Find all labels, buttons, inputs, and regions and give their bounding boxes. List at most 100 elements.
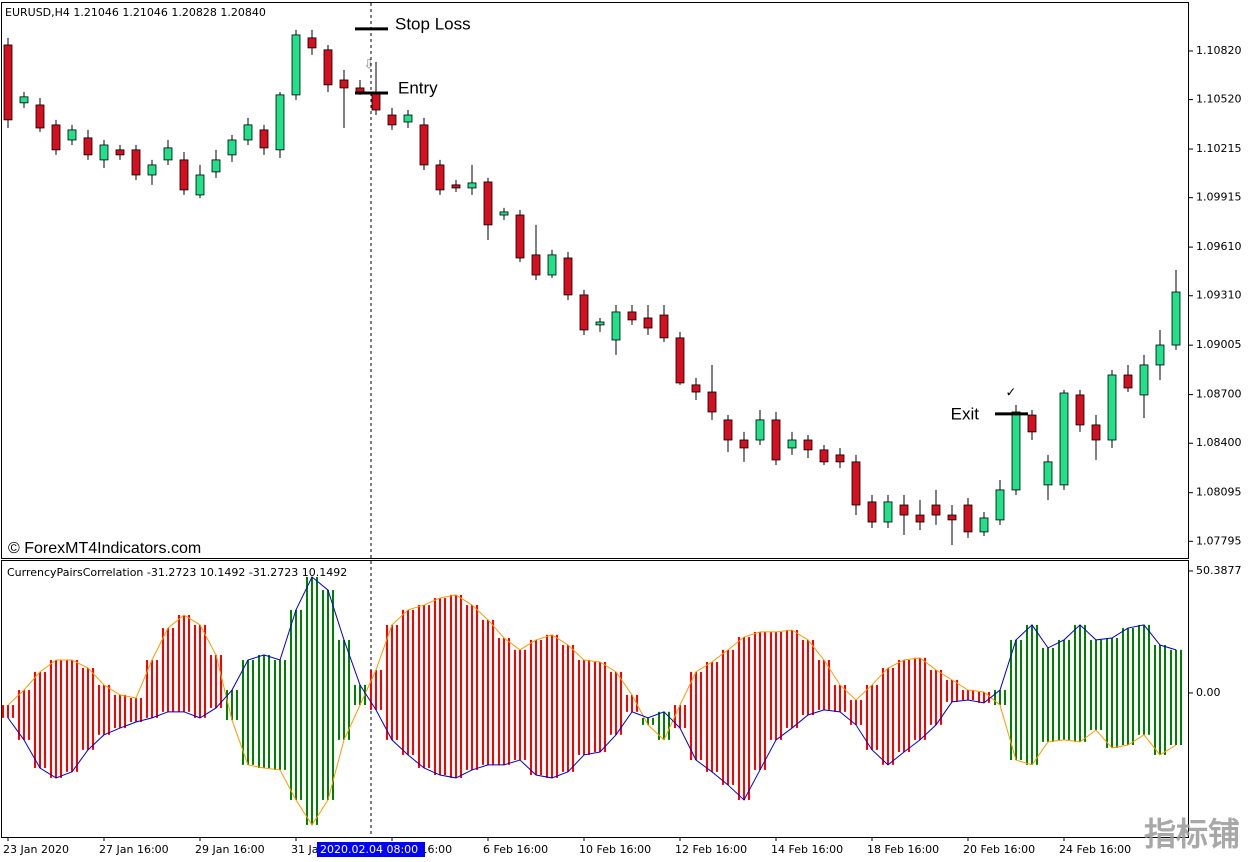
histogram-bar <box>540 639 542 776</box>
histogram-bar <box>690 671 692 761</box>
candle-body <box>419 124 429 166</box>
histogram-bar <box>1116 637 1118 748</box>
candle-body <box>131 149 141 176</box>
histogram-bar <box>882 668 884 765</box>
histogram-bar <box>476 605 478 770</box>
candle-body <box>19 96 29 104</box>
candle-body <box>371 91 381 111</box>
histogram-bar <box>887 668 889 765</box>
histogram-bar <box>455 594 457 778</box>
candle-body <box>547 254 557 276</box>
histogram-bar <box>66 660 68 772</box>
histogram-bar <box>146 660 148 718</box>
histogram-bar <box>780 631 782 740</box>
histogram-bar <box>300 609 302 800</box>
histogram-bar <box>876 684 878 750</box>
candle-body <box>1043 461 1053 486</box>
histogram-bar <box>626 694 628 712</box>
candle-body <box>387 114 397 126</box>
candle-body <box>243 124 253 141</box>
histogram-bar <box>370 669 372 710</box>
histogram-bar <box>514 649 516 761</box>
histogram-bar <box>524 649 526 761</box>
histogram-bar <box>956 679 958 702</box>
x-tick-label: 12 Feb 16:00 <box>675 843 747 856</box>
histogram-bar <box>738 637 740 800</box>
histogram-bar <box>114 694 116 729</box>
histogram-bar <box>930 669 932 725</box>
candle-body <box>867 501 877 523</box>
candle-body <box>115 149 125 156</box>
histogram-bar <box>818 660 820 710</box>
histogram-bar <box>354 684 356 706</box>
histogram-bar <box>348 639 350 740</box>
histogram-bar <box>684 705 686 729</box>
histogram-bar <box>711 661 713 772</box>
histogram-bar <box>402 609 404 755</box>
candle-body <box>883 501 893 523</box>
histogram-bar <box>199 624 201 718</box>
histogram-bar <box>151 660 153 718</box>
candle-body <box>179 159 189 191</box>
histogram-bar <box>1138 624 1140 735</box>
histogram-bar <box>156 660 158 718</box>
histogram-bar <box>834 684 836 712</box>
histogram-bar <box>471 605 473 770</box>
histogram-bar <box>119 694 121 729</box>
candle-body <box>3 44 13 121</box>
histogram-bar <box>610 671 612 735</box>
histogram-bar <box>615 671 617 735</box>
y-tick-label: 1.10820 <box>1196 44 1242 57</box>
histogram-bar <box>60 660 62 778</box>
histogram-bar <box>39 671 41 768</box>
histogram-bar <box>482 619 484 765</box>
x-tick-label: 18 Feb 16:00 <box>867 843 939 856</box>
histogram-bar <box>732 649 734 785</box>
candle-body <box>99 144 109 161</box>
histogram-bar <box>551 634 553 778</box>
histogram-bar <box>764 631 766 770</box>
histogram-bar <box>1154 645 1156 755</box>
histogram-bar <box>188 614 190 712</box>
histogram-bar <box>23 690 25 740</box>
candle-body <box>707 391 717 413</box>
histogram-bar <box>503 637 505 765</box>
watermark: © ForexMT4Indicators.com <box>8 540 201 557</box>
histogram-bar <box>247 660 249 765</box>
exit-check: ✓ <box>1006 386 1017 401</box>
histogram-bar <box>828 660 830 710</box>
x-tick-label: 24 Feb 16:00 <box>1059 843 1131 856</box>
histogram-bar <box>204 624 206 718</box>
histogram-bar <box>7 705 9 718</box>
histogram-bar <box>434 598 436 776</box>
histogram-bar <box>578 660 580 755</box>
histogram-bar <box>460 594 462 778</box>
candle-body <box>611 311 621 341</box>
candle-body <box>35 104 45 129</box>
y-tick-label: 1.08400 <box>1196 436 1242 449</box>
candle-body <box>659 314 669 339</box>
candle-body <box>483 181 493 226</box>
histogram-bar <box>668 711 670 740</box>
histogram-bar <box>1036 624 1038 765</box>
histogram-bar <box>839 684 841 712</box>
histogram-bar <box>588 660 590 755</box>
level-label: Exit <box>951 404 980 423</box>
histogram-bar <box>535 639 537 776</box>
histogram-bar <box>295 609 297 800</box>
y-tick-label: 1.09915 <box>1196 191 1242 204</box>
histogram-bar <box>290 609 292 800</box>
histogram-bar <box>1084 624 1086 742</box>
histogram-bar <box>492 619 494 765</box>
histogram-bar <box>82 668 84 750</box>
histogram-bar <box>274 660 276 770</box>
histogram-bar <box>487 619 489 765</box>
histogram-bar <box>167 628 169 712</box>
histogram-bar <box>130 698 132 722</box>
candle-body <box>307 37 317 49</box>
histogram-bar <box>658 711 660 740</box>
histogram-bar <box>210 654 212 708</box>
histogram-bar <box>1058 639 1060 740</box>
histogram-bar <box>2 705 4 718</box>
histogram-bar <box>802 639 804 715</box>
